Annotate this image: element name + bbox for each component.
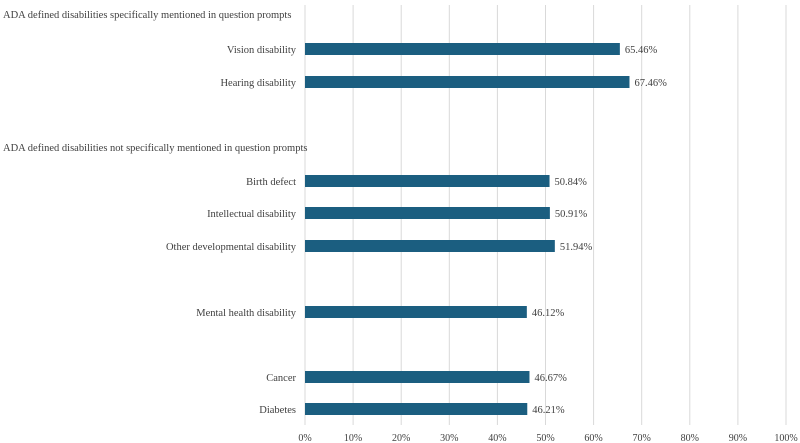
bar-cancer — [305, 371, 530, 383]
group-label-mentioned: ADA defined disabilities specifically me… — [3, 10, 291, 21]
value-label-diabetes: 46.21% — [532, 405, 565, 416]
category-label-mental-health-disability: Mental health disability — [196, 308, 296, 319]
x-tick-label: 80% — [681, 433, 699, 443]
bar-hearing-disability — [305, 76, 630, 88]
category-label-cancer: Cancer — [266, 373, 296, 384]
category-label-other-developmental-disability: Other developmental disability — [166, 242, 297, 253]
value-label-hearing-disability: 67.46% — [634, 78, 667, 89]
value-label-vision-disability: 65.46% — [625, 45, 658, 56]
category-label-diabetes: Diabetes — [259, 405, 296, 416]
value-label-mental-health-disability: 46.12% — [532, 308, 565, 319]
x-tick-label: 50% — [536, 433, 554, 443]
value-label-intellectual-disability: 50.91% — [555, 209, 588, 220]
x-tick-label: 10% — [344, 433, 362, 443]
x-tick-label: 70% — [633, 433, 651, 443]
x-tick-label: 20% — [392, 433, 410, 443]
group-label-not-mentioned: ADA defined disabilities not specificall… — [3, 143, 307, 154]
bar-birth-defect — [305, 175, 550, 187]
x-tick-label: 30% — [440, 433, 458, 443]
bar-mental-health-disability — [305, 306, 527, 318]
bar-vision-disability — [305, 43, 620, 55]
value-label-other-developmental-disability: 51.94% — [560, 242, 593, 253]
value-label-birth-defect: 50.84% — [555, 177, 588, 188]
x-tick-label: 0% — [298, 433, 311, 443]
x-tick-label: 60% — [584, 433, 602, 443]
x-tick-label: 40% — [488, 433, 506, 443]
x-tick-label: 100% — [774, 433, 797, 443]
category-label-vision-disability: Vision disability — [227, 45, 297, 56]
bars — [305, 43, 630, 415]
value-label-cancer: 46.67% — [534, 373, 567, 384]
bar-other-developmental-disability — [305, 240, 555, 252]
bar-diabetes — [305, 403, 528, 415]
category-label-birth-defect: Birth defect — [246, 177, 296, 188]
labels: ADA defined disabilities specifically me… — [3, 10, 798, 443]
x-tick-label: 90% — [729, 433, 747, 443]
category-label-hearing-disability: Hearing disability — [220, 78, 296, 89]
category-label-intellectual-disability: Intellectual disability — [207, 209, 297, 220]
bar-intellectual-disability — [305, 207, 550, 219]
